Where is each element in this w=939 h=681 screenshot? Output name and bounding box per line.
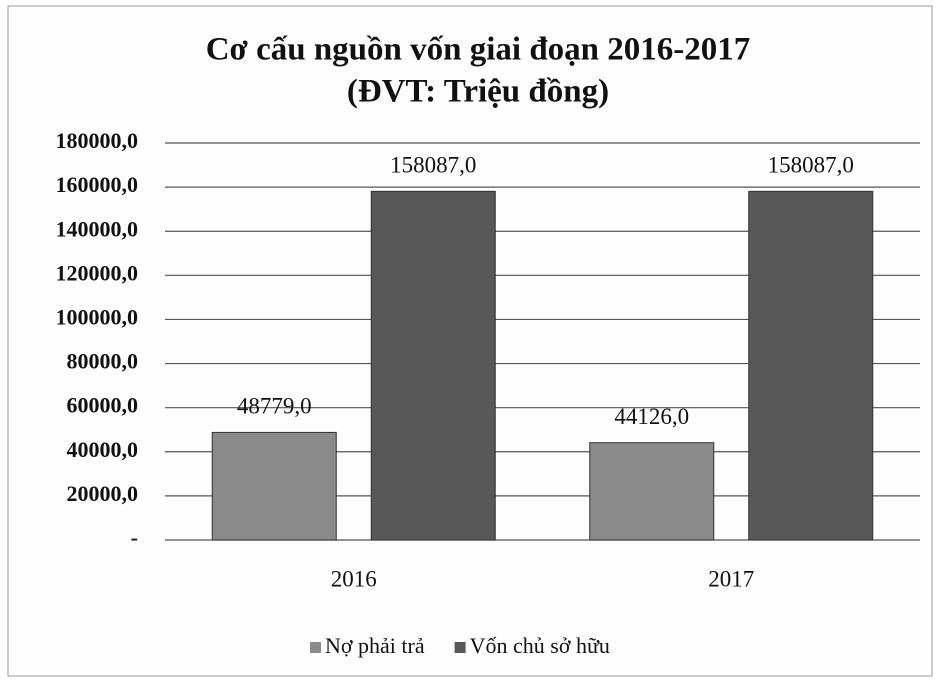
legend-swatch [454,642,466,653]
value-label: 48779,0 [237,394,312,419]
y-tick-label: 60000,0 [67,393,139,418]
x-tick-label: 2017 [708,566,754,591]
bar [748,190,874,541]
bar [211,431,337,541]
y-tick-label: - [131,525,138,550]
y-tick-label: 80000,0 [67,349,139,374]
y-tick-label: 160000,0 [56,172,139,197]
bar [370,190,496,541]
y-tick-label: 140000,0 [56,216,139,241]
y-tick-label: 20000,0 [67,481,139,506]
y-tick-label: 180000,0 [56,128,139,153]
value-label: 44126,0 [614,404,689,429]
y-tick-label: 40000,0 [67,437,139,462]
value-label: 158087,0 [390,153,476,178]
legend-label: Vốn chủ sở hữu [470,633,610,658]
chart-title: Cơ cấu nguồn vốn giai đoạn 2016-2017 [206,32,751,68]
y-tick-label: 100000,0 [56,304,139,329]
value-label: 158087,0 [768,153,854,178]
bar [589,442,715,541]
x-tick-label: 2016 [331,566,377,591]
legend-label: Nợ phải trả [325,633,425,658]
legend-swatch [310,642,321,653]
chart-subtitle: (ĐVT: Triệu đồng) [347,74,609,110]
y-tick-label: 120000,0 [56,260,139,285]
